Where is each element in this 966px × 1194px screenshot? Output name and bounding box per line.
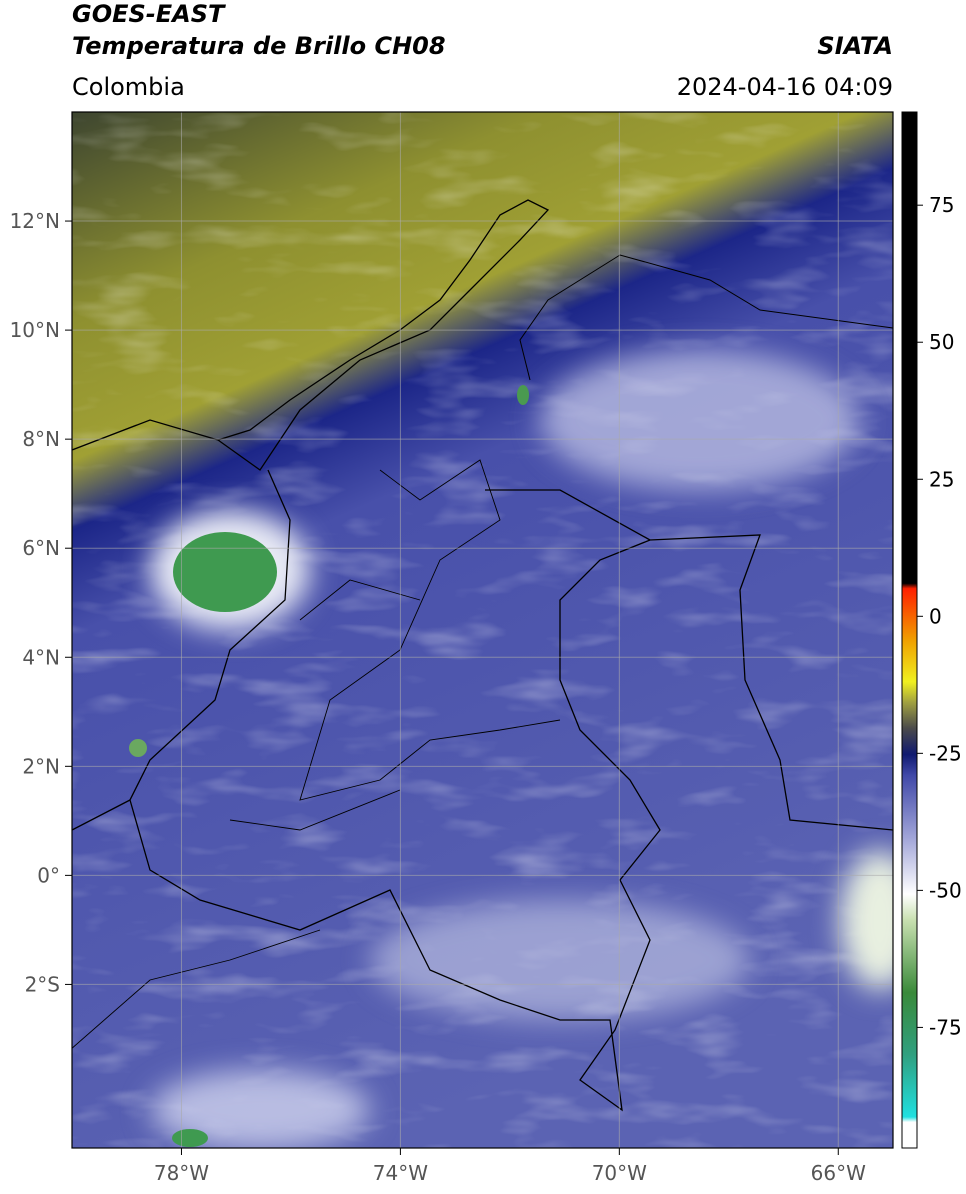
colorbar-tick-label: 75 xyxy=(929,193,954,217)
grid xyxy=(72,112,893,1148)
region: Colombia xyxy=(72,73,185,101)
colorbar-tick-label: 25 xyxy=(929,467,954,491)
y-tick-label: 12°N xyxy=(10,209,60,233)
y-tick-label: 6°N xyxy=(22,536,60,560)
satellite: GOES-EAST xyxy=(72,0,226,28)
source: SIATA xyxy=(817,32,893,60)
colorbar xyxy=(901,111,918,1149)
y-tick-label: 8°N xyxy=(22,427,60,451)
map-frame xyxy=(71,111,894,1149)
satellite-image xyxy=(72,112,893,1148)
colorbar-tick-label: -25 xyxy=(929,741,962,765)
colorbar-tick-label: -75 xyxy=(929,1015,962,1039)
x-tick-label: 74°W xyxy=(373,1161,428,1185)
product: Temperatura de Brillo CH08 xyxy=(72,32,446,60)
colorbar-tick-label: -50 xyxy=(929,878,962,902)
colorbar-tick-label: 0 xyxy=(929,604,942,628)
x-tick-label: 70°W xyxy=(592,1161,647,1185)
y-tick-label: 4°N xyxy=(22,645,60,669)
x-tick-label: 78°W xyxy=(154,1161,209,1185)
y-tick-label: 10°N xyxy=(10,318,60,342)
colorbar-tick-label: 50 xyxy=(929,330,954,354)
y-tick-label: 2°N xyxy=(22,754,60,778)
y-tick-label: 0° xyxy=(37,863,60,887)
y-tick-label: 2°S xyxy=(25,972,60,996)
x-tick-label: 66°W xyxy=(811,1161,866,1185)
datetime: 2024-04-16 04:09 xyxy=(677,73,893,101)
